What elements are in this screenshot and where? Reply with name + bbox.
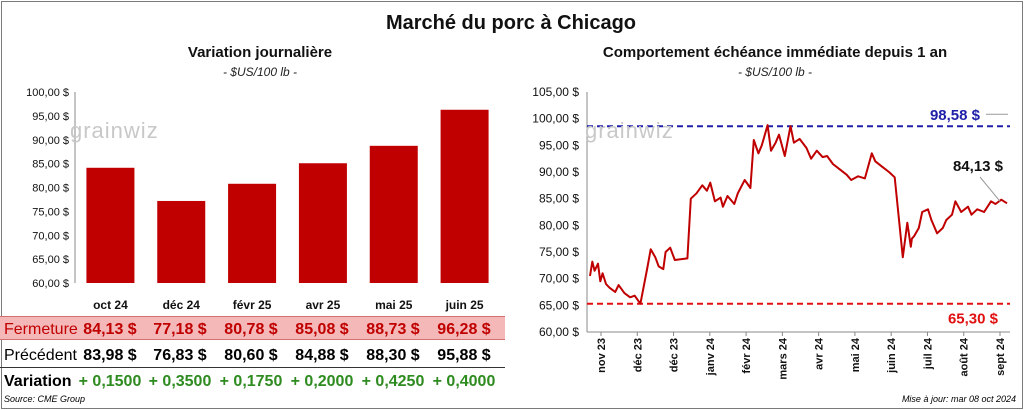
y-tick-label: 70,00 $ [32,230,69,242]
x-tick-label: mai 25 [375,298,413,312]
x-tick-label: août 24 [959,337,971,376]
y-tick-label: 80,00 $ [539,218,579,232]
x-tick-label: oct 24 [93,298,128,312]
bar [228,183,277,283]
table-cell: 88,73 $ [366,321,420,338]
bar [440,109,489,283]
bar [298,163,347,283]
bar [86,167,135,283]
table-row-fermeture: Fermeture 84,13 $ 77,18 $ 80,78 $ 85,08 … [0,316,505,340]
table-cell: 84,88 $ [295,347,349,364]
last-label-leader [979,176,1001,202]
bar [369,145,418,283]
table-cell: 83,98 $ [83,347,137,364]
x-tick-label: févr 24 [741,337,753,373]
x-tick-label: avr 24 [814,337,826,370]
table-cell: + 0,4000 [432,373,496,390]
x-tick-label: avr 25 [306,298,341,312]
y-tick-label: 65,00 $ [539,298,579,312]
table-cell: 80,78 $ [224,321,278,338]
y-tick-label: 65,00 $ [32,254,69,266]
table-cell: + 0,2000 [290,373,354,390]
row-label-variation: Variation [4,373,72,390]
table-row-precedent: Précédent 83,98 $ 76,83 $ 80,60 $ 84,88 … [0,343,505,365]
x-tick-label: sept 24 [995,337,1007,376]
y-tick-label: 80,00 $ [32,183,69,195]
y-tick-label: 70,00 $ [539,272,579,286]
x-tick-label: févr 25 [233,298,272,312]
row-label-precedent: Précédent [4,347,77,364]
x-tick-label: juin 25 [445,298,484,312]
y-tick-label: 100,00 $ [26,87,69,99]
y-tick-label: 60,00 $ [32,278,69,290]
table-cell: 88,30 $ [366,347,420,364]
table-cell: + 0,3500 [148,373,212,390]
table-cell: + 0,1750 [219,373,283,390]
table-divider [0,367,505,368]
y-tick-label: 75,00 $ [32,206,69,218]
x-tick-label: déc 23 [632,338,644,372]
y-tick-label: 95,00 $ [32,111,69,123]
x-tick-label: mars 24 [777,337,789,379]
left-panel-unit: - $US/100 lb - [222,65,298,79]
y-tick-label: 85,00 $ [539,192,579,206]
price-line [589,124,1008,305]
max-value-label: 98,58 $ [930,107,981,124]
table-cell: 96,28 $ [437,321,491,338]
right-panel-title: Comportement échéance immédiate depuis 1… [602,44,948,61]
x-tick-label: déc 24 [163,298,201,312]
table-cell: + 0,4250 [361,373,425,390]
table-cell: 77,18 $ [153,321,207,338]
x-tick-label: juil 24 [922,337,934,370]
y-tick-label: 60,00 $ [539,325,579,339]
last-value-label: 84,13 $ [953,158,1004,175]
y-tick-label: 85,00 $ [32,159,69,171]
bar-chart: 60,00 $ 65,00 $ 70,00 $ 75,00 $ 80,00 $ 85,00… [26,87,489,312]
page-title: Marché du porc à Chicago [385,12,637,34]
x-tick-label: janv 24 [705,337,717,376]
x-tick-label: mai 24 [850,337,862,372]
table-cell: 95,88 $ [437,347,491,364]
x-tick-label: juin 24 [886,337,898,374]
y-tick-label: 90,00 $ [32,135,69,147]
table-cell: 80,60 $ [224,347,278,364]
source-note: Source: CME Group [4,394,86,404]
table-cell: + 0,1500 [78,373,142,390]
watermark-left: grainwiz [70,118,159,143]
right-panel-unit: - $US/100 lb - [737,65,813,79]
left-panel-title: Variation journalière [187,44,333,61]
watermark-right: grainwiz [585,118,674,143]
y-tick-label: 95,00 $ [539,138,579,152]
y-tick-label: 90,00 $ [539,165,579,179]
y-tick-label: 100,00 $ [532,112,579,126]
row-label-fermeture: Fermeture [4,321,78,338]
y-tick-label: 105,00 $ [532,85,579,99]
x-tick-label: déc 23 [669,338,681,372]
table-cell: 76,83 $ [153,347,207,364]
update-note: Mise à jour: mar 08 oct 2024 [901,394,1016,404]
bar [157,200,206,283]
table-cell: 85,08 $ [295,321,349,338]
line-chart: 60,00 $ 65,00 $ 70,00 $ 75,00 $ 80,00 $ 85,00… [532,85,1010,380]
table-row-variation: Variation + 0,1500 + 0,3500 + 0,1750 + 0… [0,369,505,391]
y-tick-label: 75,00 $ [539,245,579,259]
min-value-label: 65,30 $ [948,311,999,328]
table-cell: 84,13 $ [83,321,137,338]
x-tick-label: nov 23 [596,338,608,373]
